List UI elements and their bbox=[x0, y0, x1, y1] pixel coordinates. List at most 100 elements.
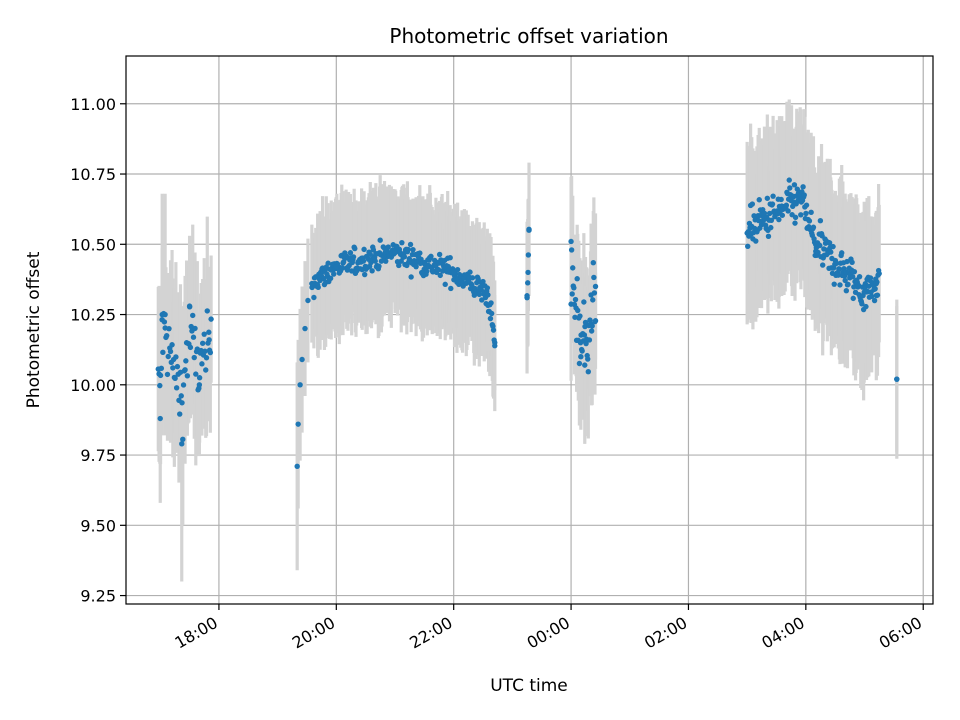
chart-title: Photometric offset variation bbox=[389, 24, 668, 48]
data-point bbox=[480, 278, 486, 285]
data-point bbox=[193, 371, 199, 377]
data-point bbox=[572, 296, 579, 303]
y-tick-label: 10.00 bbox=[70, 376, 116, 395]
data-point bbox=[581, 299, 587, 305]
data-point bbox=[830, 243, 836, 250]
data-point bbox=[849, 273, 856, 280]
data-point bbox=[756, 197, 762, 203]
data-point bbox=[206, 337, 212, 343]
data-point bbox=[178, 393, 184, 399]
data-point bbox=[592, 283, 599, 290]
data-point bbox=[202, 348, 208, 354]
data-point bbox=[196, 382, 203, 388]
data-point bbox=[810, 224, 817, 230]
data-point bbox=[377, 237, 383, 243]
data-point bbox=[165, 353, 171, 360]
data-point bbox=[874, 292, 881, 298]
data-point bbox=[525, 269, 531, 276]
data-point bbox=[401, 254, 408, 260]
data-point bbox=[837, 282, 843, 288]
data-point bbox=[180, 436, 186, 443]
data-point bbox=[803, 210, 809, 217]
data-point bbox=[487, 315, 494, 322]
data-point bbox=[417, 250, 423, 256]
data-point bbox=[488, 310, 495, 317]
data-point bbox=[765, 233, 772, 239]
data-point bbox=[769, 201, 776, 207]
data-point bbox=[352, 245, 358, 252]
data-point bbox=[350, 254, 357, 260]
data-point bbox=[201, 331, 207, 337]
plot-frame bbox=[125, 55, 934, 605]
data-point bbox=[492, 339, 498, 346]
data-point bbox=[207, 349, 214, 356]
data-point bbox=[798, 212, 804, 218]
data-point bbox=[525, 252, 532, 258]
data-point bbox=[376, 263, 382, 269]
data-point bbox=[792, 214, 799, 221]
y-tick-label: 9.75 bbox=[80, 446, 116, 465]
data-point bbox=[448, 285, 454, 292]
data-point bbox=[590, 297, 596, 303]
data-point bbox=[396, 262, 402, 269]
data-point bbox=[490, 327, 497, 333]
data-point bbox=[569, 291, 575, 297]
data-point bbox=[855, 282, 862, 288]
data-point bbox=[162, 311, 168, 318]
data-point bbox=[295, 421, 301, 427]
data-point bbox=[157, 382, 163, 389]
data-point bbox=[208, 316, 214, 322]
data-point bbox=[196, 375, 203, 381]
data-point bbox=[582, 362, 588, 368]
data-point bbox=[435, 266, 442, 273]
data-point bbox=[859, 301, 865, 307]
data-point bbox=[894, 376, 900, 382]
data-point bbox=[876, 270, 882, 277]
data-point bbox=[841, 273, 848, 279]
data-point bbox=[157, 415, 163, 422]
data-point bbox=[568, 238, 574, 245]
data-point bbox=[817, 218, 824, 224]
data-point bbox=[158, 365, 165, 372]
data-point bbox=[768, 217, 775, 223]
data-point bbox=[203, 355, 210, 361]
data-point bbox=[190, 334, 197, 340]
data-point bbox=[571, 285, 577, 291]
data-point bbox=[437, 272, 443, 279]
data-point bbox=[173, 354, 179, 360]
data-point bbox=[819, 262, 826, 268]
data-point bbox=[843, 287, 850, 294]
y-axis-label: Photometric offset bbox=[24, 251, 44, 408]
data-point bbox=[378, 258, 385, 264]
data-point bbox=[180, 382, 187, 388]
data-point bbox=[863, 303, 869, 310]
data-point bbox=[570, 265, 576, 271]
data-point bbox=[161, 319, 168, 325]
data-point bbox=[187, 344, 194, 351]
data-point bbox=[179, 400, 185, 406]
data-point bbox=[801, 192, 807, 198]
data-point bbox=[347, 250, 354, 256]
data-point bbox=[182, 367, 188, 373]
data-point bbox=[407, 241, 414, 248]
data-point bbox=[592, 318, 599, 324]
data-point bbox=[585, 356, 591, 362]
data-point bbox=[450, 269, 457, 276]
data-point bbox=[442, 281, 448, 288]
data-point bbox=[331, 271, 337, 277]
data-point bbox=[385, 244, 391, 250]
data-point bbox=[177, 411, 183, 417]
data-point bbox=[186, 303, 193, 309]
data-point bbox=[469, 275, 476, 281]
data-point bbox=[164, 371, 171, 378]
data-point bbox=[850, 295, 856, 302]
data-point bbox=[589, 323, 595, 329]
data-point bbox=[428, 253, 434, 260]
data-point bbox=[817, 242, 823, 249]
data-point bbox=[174, 363, 181, 370]
data-point bbox=[575, 307, 581, 314]
data-point bbox=[588, 328, 595, 334]
data-point bbox=[408, 274, 414, 280]
data-point bbox=[410, 246, 416, 253]
